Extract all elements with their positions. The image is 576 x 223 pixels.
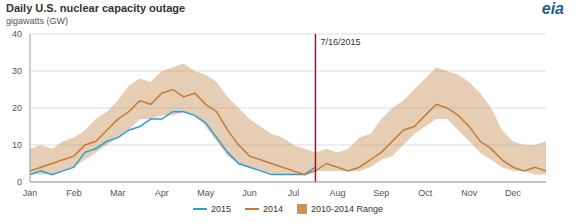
svg-text:30: 30: [12, 66, 22, 76]
svg-text:Feb: Feb: [66, 188, 82, 198]
html-text:2015: 2015: [210, 204, 231, 214]
html-text:eia: eia: [541, 0, 564, 17]
svg-text:20: 20: [12, 103, 22, 113]
svg-text:Oct: Oct: [418, 188, 433, 198]
svg-text:40: 40: [12, 29, 22, 39]
svg-text:Jul: Jul: [288, 188, 300, 198]
html-text:2010-2014 Range: 2010-2014 Range: [311, 204, 384, 214]
html-text:gigawatts (GW): gigawatts (GW): [6, 16, 68, 26]
svg-text:May: May: [197, 188, 215, 198]
svg-text:Mar: Mar: [110, 188, 126, 198]
svg-text:7/16/2015: 7/16/2015: [320, 37, 360, 47]
html-text:2014: 2014: [263, 204, 283, 214]
svg-text:Jan: Jan: [23, 188, 38, 198]
svg-text:10: 10: [12, 140, 22, 150]
svg-text:Jun: Jun: [242, 188, 257, 198]
svg-text:Sep: Sep: [373, 188, 389, 198]
svg-text:Apr: Apr: [155, 188, 169, 198]
html-text:Daily U.S. nuclear capacity ou: Daily U.S. nuclear capacity outage: [6, 2, 186, 14]
svg-text:0: 0: [17, 177, 22, 187]
svg-text:Nov: Nov: [461, 188, 478, 198]
svg-text:Dec: Dec: [505, 188, 522, 198]
svg-text:Aug: Aug: [329, 188, 345, 198]
